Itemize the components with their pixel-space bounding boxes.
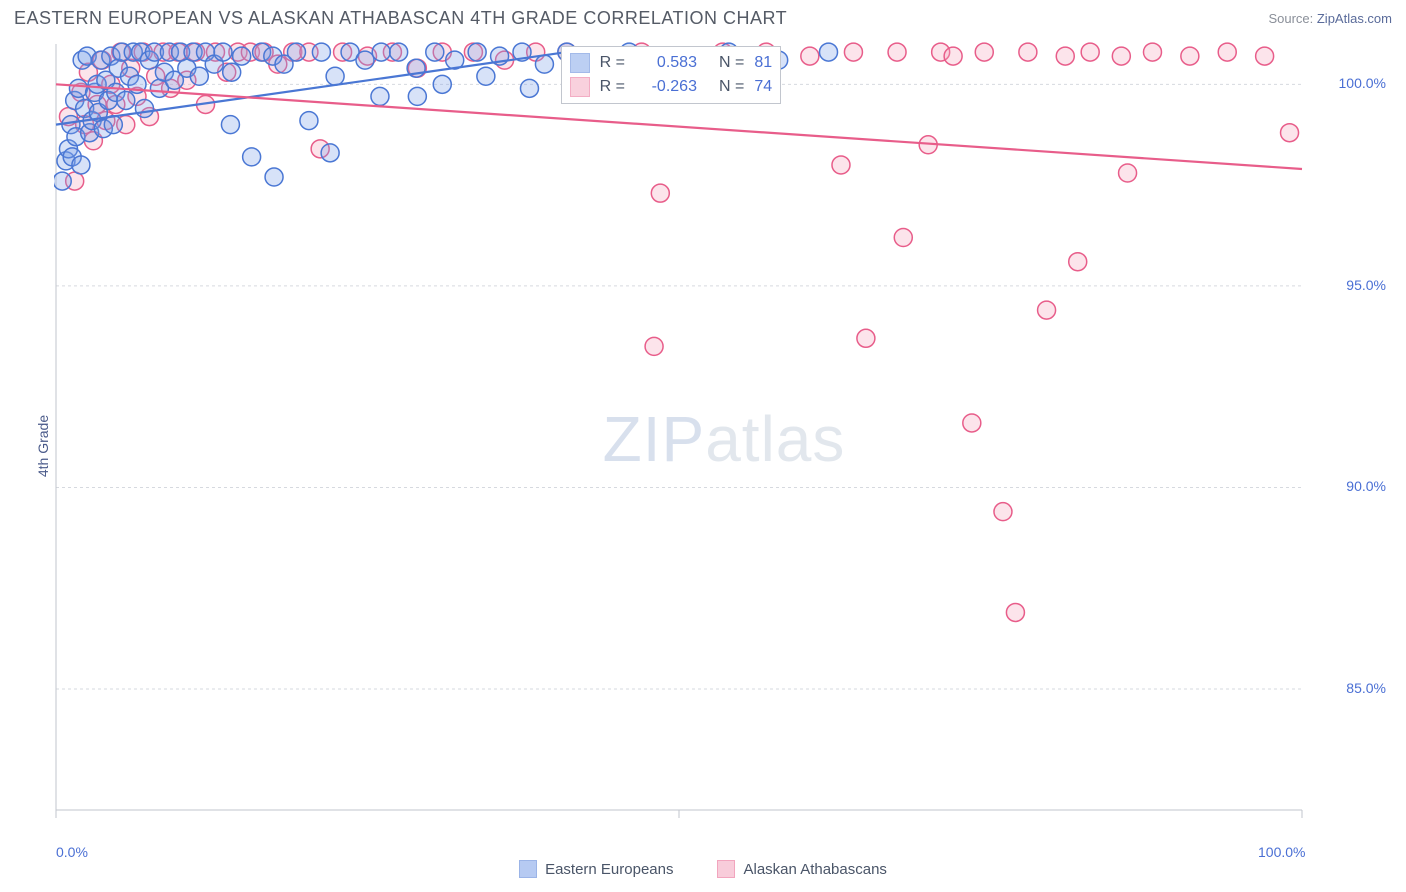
legend-item: Eastern Europeans <box>519 860 673 878</box>
y-tick-label: 85.0% <box>1346 680 1386 696</box>
stats-row: R =-0.263N =74 <box>570 75 772 99</box>
data-point <box>801 47 819 65</box>
data-point <box>468 43 486 61</box>
data-point <box>894 229 912 247</box>
data-point <box>135 100 153 118</box>
data-point <box>312 43 330 61</box>
data-point <box>535 55 553 73</box>
r-value: 0.583 <box>635 54 697 72</box>
r-value: -0.263 <box>635 78 697 96</box>
n-value: 74 <box>754 78 772 96</box>
data-point <box>300 112 318 130</box>
legend-swatch <box>717 860 735 878</box>
data-point <box>1281 124 1299 142</box>
chart-area: ZIPatlas R =0.583N =81R =-0.263N =74 85.… <box>54 42 1394 836</box>
data-point <box>408 87 426 105</box>
data-point <box>214 43 232 61</box>
data-point <box>1181 47 1199 65</box>
data-point <box>1069 253 1087 271</box>
data-point <box>1218 43 1236 61</box>
chart-header: EASTERN EUROPEAN VS ALASKAN ATHABASCAN 4… <box>0 0 1406 33</box>
n-value: 81 <box>754 54 772 72</box>
data-point <box>221 116 239 134</box>
legend-swatch <box>570 53 590 73</box>
data-point <box>963 414 981 432</box>
data-point <box>857 329 875 347</box>
data-point <box>72 156 90 174</box>
legend-label: Alaskan Athabascans <box>743 861 886 878</box>
data-point <box>326 67 344 85</box>
data-point <box>1143 43 1161 61</box>
data-point <box>1119 164 1137 182</box>
y-tick-label: 100.0% <box>1339 75 1386 91</box>
data-point <box>356 51 374 69</box>
data-point <box>1081 43 1099 61</box>
data-point <box>69 79 87 97</box>
data-point <box>1019 43 1037 61</box>
x-tick-label: 0.0% <box>56 844 88 860</box>
data-point <box>1112 47 1130 65</box>
data-point <box>54 172 71 190</box>
data-point <box>820 43 838 61</box>
data-point <box>477 67 495 85</box>
data-point <box>265 168 283 186</box>
data-point <box>888 43 906 61</box>
y-axis-label: 4th Grade <box>35 415 51 477</box>
data-point <box>994 503 1012 521</box>
chart-title: EASTERN EUROPEAN VS ALASKAN ATHABASCAN 4… <box>14 8 787 29</box>
correlation-stats-box: R =0.583N =81R =-0.263N =74 <box>561 46 781 104</box>
y-tick-label: 90.0% <box>1346 478 1386 494</box>
data-point <box>223 63 241 81</box>
data-point <box>1006 603 1024 621</box>
scatter-plot <box>54 42 1394 836</box>
source-attribution: Source: ZipAtlas.com <box>1268 11 1392 26</box>
data-point <box>651 184 669 202</box>
legend-swatch <box>519 860 537 878</box>
data-point <box>426 43 444 61</box>
source-link[interactable]: ZipAtlas.com <box>1317 11 1392 26</box>
data-point <box>1038 301 1056 319</box>
data-point <box>832 156 850 174</box>
stats-row: R =0.583N =81 <box>570 51 772 75</box>
x-tick-label: 100.0% <box>1258 844 1305 860</box>
data-point <box>433 75 451 93</box>
data-point <box>390 43 408 61</box>
data-point <box>287 43 305 61</box>
data-point <box>1256 47 1274 65</box>
data-point <box>844 43 862 61</box>
data-point <box>944 47 962 65</box>
legend-item: Alaskan Athabascans <box>717 860 886 878</box>
legend-label: Eastern Europeans <box>545 861 673 878</box>
data-point <box>117 91 135 109</box>
y-tick-label: 95.0% <box>1346 277 1386 293</box>
data-point <box>520 79 538 97</box>
data-point <box>645 337 663 355</box>
legend-swatch <box>570 77 590 97</box>
data-point <box>371 87 389 105</box>
data-point <box>190 67 208 85</box>
chart-legend: Eastern Europeans Alaskan Athabascans <box>0 860 1406 878</box>
data-point <box>243 148 261 166</box>
data-point <box>1056 47 1074 65</box>
data-point <box>975 43 993 61</box>
data-point <box>321 144 339 162</box>
data-point <box>372 43 390 61</box>
data-point <box>233 47 251 65</box>
